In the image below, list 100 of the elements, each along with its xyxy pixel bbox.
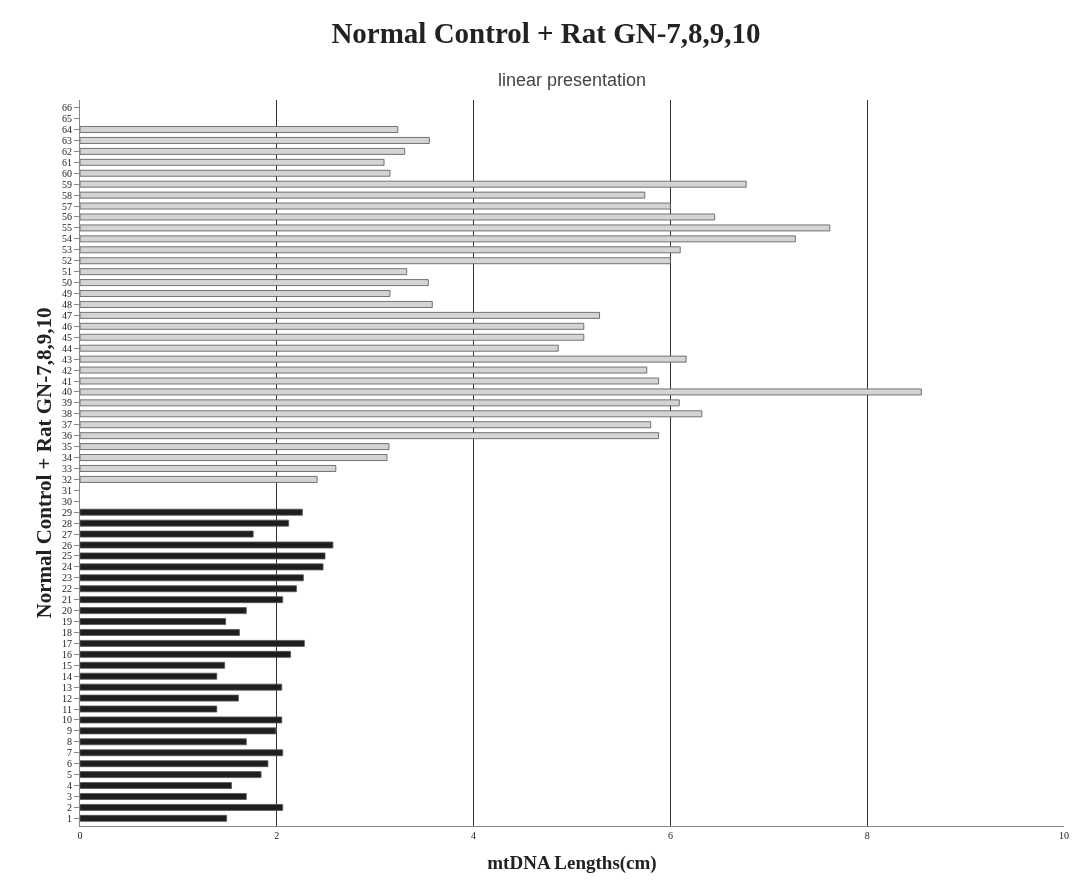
x-tick-label: 0 [77, 830, 83, 841]
x-tick-label: 10 [1059, 830, 1069, 841]
bar [80, 388, 922, 396]
y-tick-label: 49 [62, 288, 72, 300]
y-tick-label: 22 [62, 583, 72, 595]
y-tick-label: 2 [67, 801, 72, 813]
bar [80, 672, 218, 680]
y-tick-label: 53 [62, 244, 72, 256]
bar [80, 793, 247, 800]
y-tick-label: 42 [62, 364, 72, 376]
bar [80, 246, 681, 254]
y-tick-label: 65 [62, 113, 72, 125]
y-tick-label: 6 [67, 758, 72, 770]
y-tick-label: 34 [62, 452, 72, 464]
bar [80, 137, 430, 144]
y-tick-label: 12 [62, 692, 72, 704]
y-tick-label: 46 [62, 320, 72, 332]
y-tick-label: 14 [62, 670, 72, 682]
y-tick-label: 3 [67, 790, 72, 802]
y-tick-label: 4 [67, 780, 72, 792]
y-tick-label: 23 [62, 572, 72, 584]
y-tick-label: 8 [67, 736, 72, 748]
bar [80, 290, 391, 297]
y-tick-label: 35 [62, 441, 72, 453]
bar [80, 804, 284, 811]
y-tick-label: 31 [62, 484, 72, 496]
y-tick-label: 10 [62, 714, 72, 726]
bar [80, 552, 326, 560]
bar [80, 585, 297, 593]
bar [80, 749, 284, 757]
y-tick-label: 26 [62, 539, 72, 551]
x-axis-title: mtDNA Lengths(cm) [487, 851, 657, 874]
bar [80, 574, 304, 582]
y-tick-label: 57 [62, 200, 72, 212]
bar [80, 694, 239, 702]
bar [80, 640, 305, 647]
y-tick-label: 36 [62, 430, 72, 442]
y-tick-label: 38 [62, 408, 72, 420]
bar [80, 629, 240, 636]
bar [80, 771, 262, 779]
bar [80, 683, 283, 691]
bar [80, 738, 247, 746]
bar [80, 366, 648, 374]
y-tick-label: 21 [62, 594, 72, 606]
bar [80, 235, 796, 243]
y-tick-label: 5 [67, 769, 72, 781]
y-tick-label: 47 [62, 309, 72, 321]
y-tick-label: 48 [62, 298, 72, 310]
y-tick-label: 59 [62, 178, 72, 190]
x-tick-label: 2 [274, 830, 280, 841]
y-tick-label: 27 [62, 528, 72, 540]
y-axis-title: Normal Control + Rat GN-7,8,9,10 [32, 307, 57, 619]
y-tick-label: 41 [62, 375, 72, 387]
bar [80, 432, 659, 440]
bar [80, 519, 290, 527]
bar [80, 333, 585, 341]
bar [80, 607, 247, 615]
y-tick-label: 45 [62, 331, 72, 343]
bar [80, 760, 269, 768]
y-tick-label: 32 [62, 473, 72, 485]
bar [80, 301, 433, 308]
y-tick-label: 13 [62, 681, 72, 693]
y-tick-label: 55 [62, 222, 72, 234]
bar [80, 279, 429, 286]
bar [80, 530, 254, 538]
bar [80, 355, 687, 363]
x-tick-label: 8 [864, 830, 870, 841]
y-tick-label: 30 [62, 495, 72, 507]
y-tick-label: 11 [62, 703, 72, 715]
y-tick-label: 51 [62, 266, 72, 278]
bar [80, 224, 831, 232]
bar [80, 322, 585, 330]
bar [80, 169, 391, 177]
bar [80, 377, 659, 385]
bar [80, 268, 408, 276]
y-tick-label: 39 [62, 397, 72, 409]
bar [80, 344, 559, 352]
y-tick-label: 9 [67, 725, 72, 737]
bar [80, 596, 284, 604]
y-tick-label: 25 [62, 550, 72, 562]
y-tick-label: 44 [62, 342, 72, 354]
y-tick-label: 50 [62, 277, 72, 289]
bar [80, 782, 232, 789]
bar [80, 508, 303, 516]
y-tick-label: 28 [62, 517, 72, 529]
bar [80, 465, 337, 472]
bar [80, 454, 388, 461]
y-tick-label: 64 [62, 124, 72, 136]
bar [80, 563, 324, 571]
bar [80, 126, 399, 133]
y-tick-label: 18 [62, 626, 72, 638]
bar [80, 257, 671, 265]
bar [80, 213, 716, 221]
y-tick-label: 24 [62, 561, 72, 573]
bar [80, 727, 277, 735]
bar [80, 661, 226, 669]
bar [80, 716, 283, 724]
bar [80, 410, 703, 418]
y-tick-label: 16 [62, 648, 72, 660]
bar [80, 191, 646, 199]
